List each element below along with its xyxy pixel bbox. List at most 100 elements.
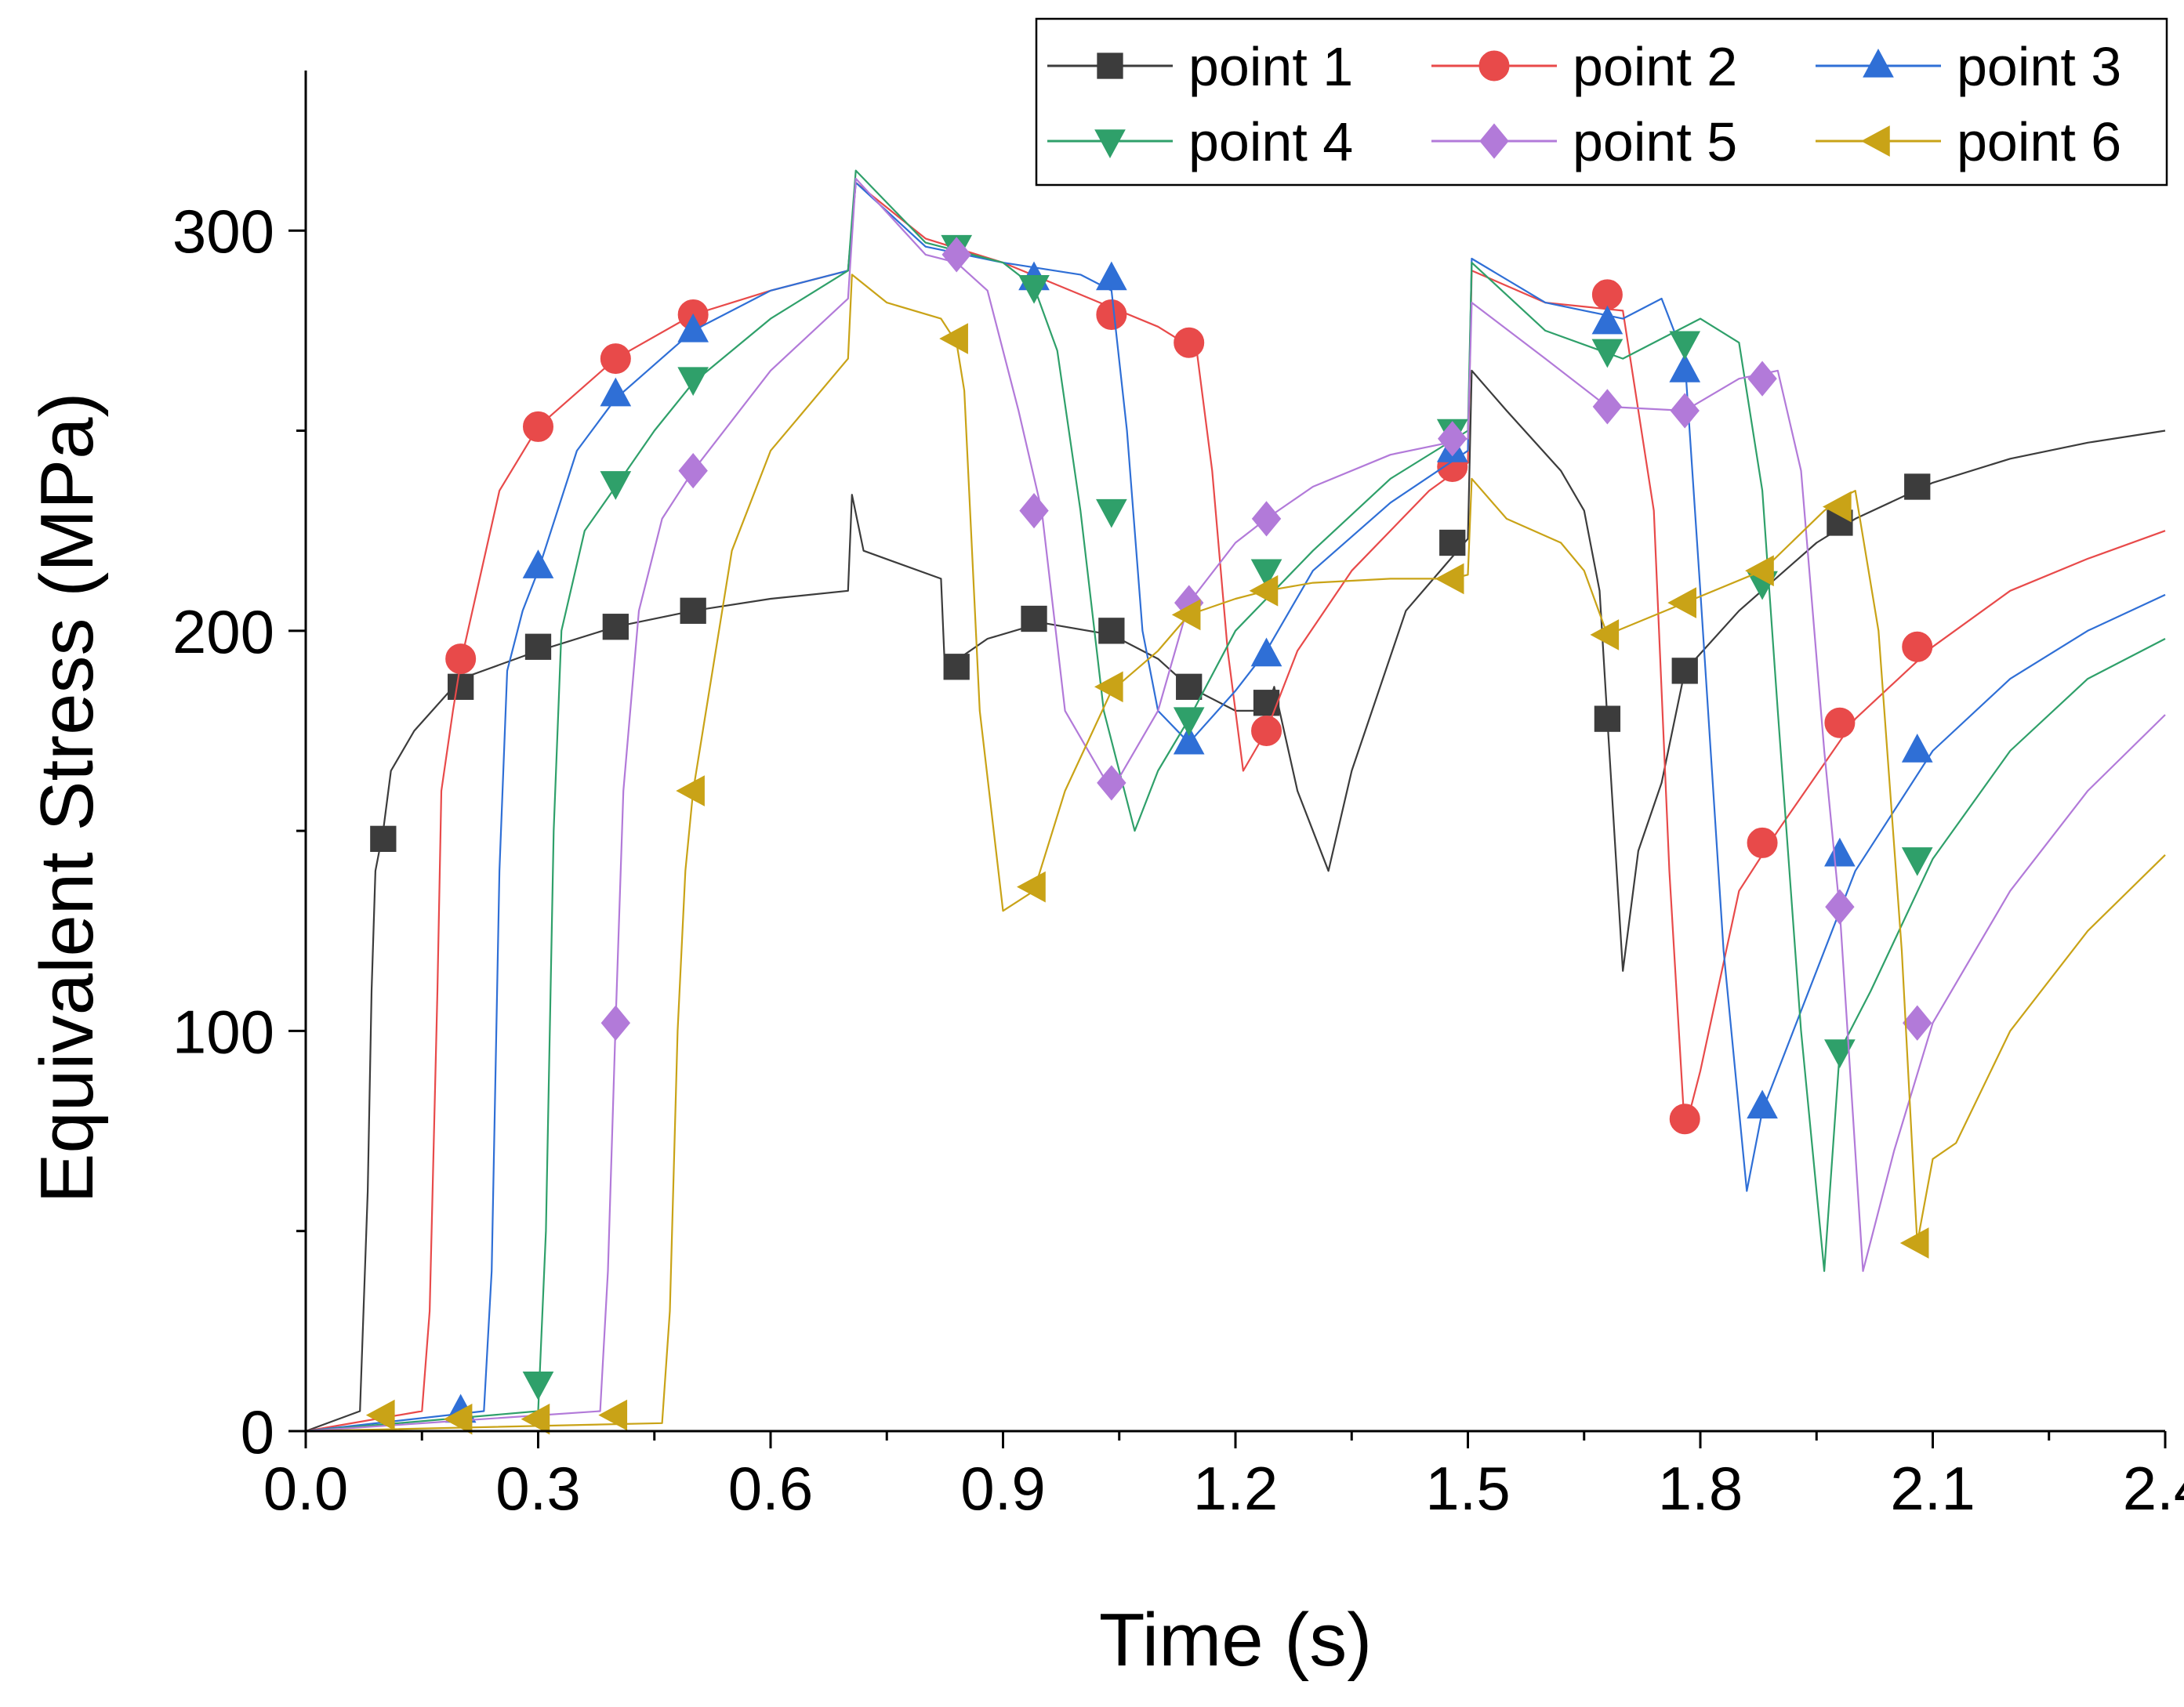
data-point [1747,361,1777,397]
data-point [1251,501,1282,537]
data-point [680,597,706,624]
legend-marker [1479,123,1509,159]
data-point [1021,605,1047,632]
data-point [677,367,709,397]
series-6 [305,274,2166,1435]
data-point [1901,847,1933,876]
data-point [1096,498,1127,528]
data-point [1173,725,1205,755]
data-point [1019,493,1049,529]
data-point [1251,715,1282,746]
data-point [1592,389,1623,425]
y-axis-title: Equivalent Stress (MPa) [25,392,109,1203]
data-point [598,1399,628,1431]
x-tick-label: 0.9 [960,1454,1045,1523]
legend-item: point 6 [1816,111,2121,172]
data-point [1822,491,1852,523]
legend: point 1 point 2 point 3 point 4 point 5 point… [1035,17,2168,187]
data-point [522,549,554,578]
data-point [1594,705,1621,732]
data-point [1903,1005,1932,1041]
data-point [941,237,971,273]
x-tick-label: 2.4 [2123,1454,2184,1523]
data-point [1899,1227,1929,1259]
data-point [1017,871,1046,903]
data-point [602,614,629,640]
data-point [1904,473,1931,500]
data-point [600,1005,631,1041]
data-point [600,343,631,375]
legend-label: point 4 [1188,111,1353,172]
legend-item: point 4 [1047,111,1353,172]
data-point [1825,889,1855,925]
series-line [305,274,2166,1433]
data-point [1176,673,1203,700]
ticks-layer: 0.0 0.3 0.6 0.9 1.2 1.5 1.8 2.1 2.4 0 100 200 300 [172,197,2184,1523]
x-tick-label: 1.2 [1193,1454,1278,1523]
legend-marker [1863,49,1894,78]
data-point [1669,331,1701,361]
data-point [522,1371,554,1401]
data-point [1824,837,1856,867]
legend-marker [1861,125,1890,157]
data-point [678,452,708,489]
data-point [1669,353,1701,382]
data-point [1591,305,1623,335]
data-point [1097,765,1126,801]
data-point [1438,421,1467,457]
x-axis-title: Time (s) [1099,1598,1372,1682]
x-tick-label: 0.3 [495,1454,580,1523]
data-point [445,643,477,675]
data-point [523,411,553,442]
legend-items: point 1 point 2 point 3 point 4 point 5 point… [1047,36,2121,172]
x-tick-label: 0.6 [728,1454,813,1523]
series-line [305,177,2166,1433]
data-point [600,471,632,500]
series-line [305,181,2166,1433]
data-point [1173,707,1205,737]
data-point [676,775,705,806]
data-point [1018,274,1050,304]
series-4 [305,169,2166,1433]
data-point [370,825,397,852]
series-layer [305,169,2166,1435]
x-tick-label: 2.1 [1890,1454,1975,1523]
axes-layer [304,71,2165,1433]
series-2 [305,181,2166,1433]
data-point [1902,631,1933,662]
data-point [1098,618,1125,644]
data-point [1824,1039,1856,1068]
data-point [939,323,968,354]
data-point [448,673,474,700]
legend-item: point 1 [1047,36,1353,97]
data-point [1590,619,1620,651]
data-point [1824,707,1856,738]
legend-marker [1097,53,1123,79]
data-point [1671,658,1698,684]
data-point [1667,587,1696,618]
series-line [305,181,2166,1433]
legend-box [1035,17,2168,187]
legend-item: point 2 [1431,36,1737,97]
data-point [600,377,632,407]
data-point [1439,529,1466,556]
data-point [1250,559,1282,589]
legend-item: point 3 [1816,36,2121,97]
legend-label: point 6 [1957,111,2121,172]
data-point [1249,574,1279,607]
data-point [943,654,970,680]
x-tick-label: 1.8 [1658,1454,1743,1523]
data-point [521,1403,550,1435]
data-point [1435,563,1464,595]
data-point [1670,393,1700,429]
data-point [677,313,709,342]
x-tick-label: 0.0 [263,1454,348,1523]
data-point [524,633,552,660]
data-point [1096,261,1127,291]
x-tick-label: 1.5 [1425,1454,1510,1523]
series-1 [305,369,2166,1433]
data-point [365,1399,395,1431]
legend-label: point 1 [1188,36,1353,97]
legend-marker [1094,129,1126,158]
